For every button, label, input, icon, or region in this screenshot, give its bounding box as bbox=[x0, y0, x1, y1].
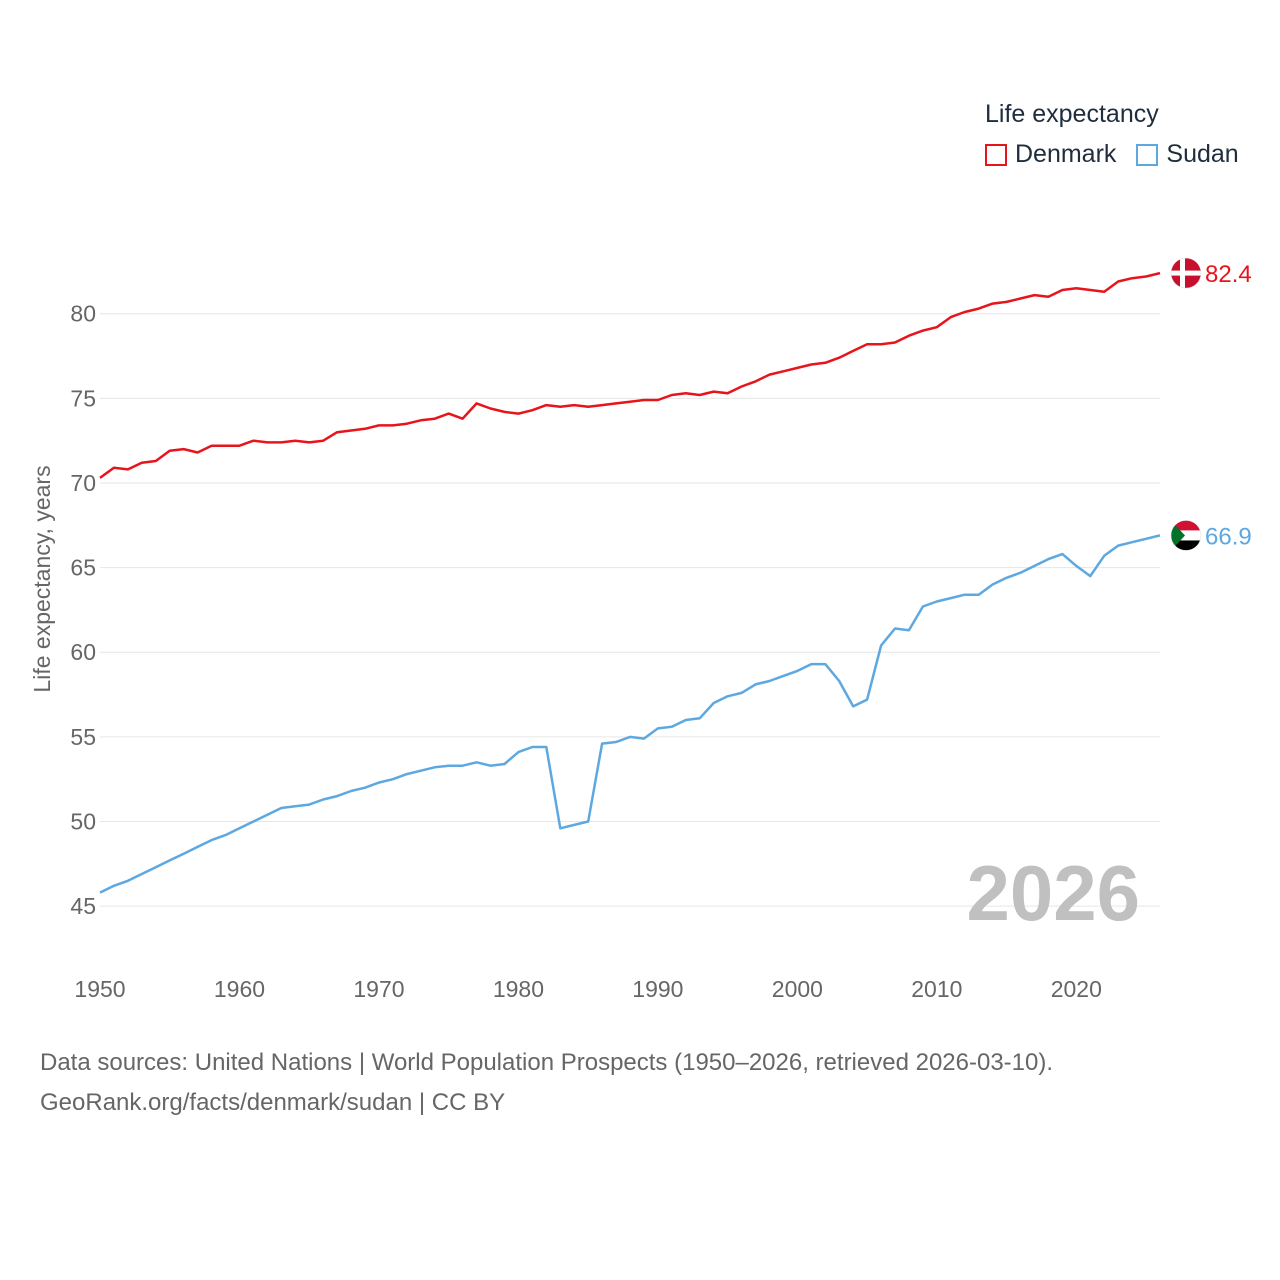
legend-swatch-sudan bbox=[1136, 143, 1159, 166]
y-tick-label: 65 bbox=[70, 555, 96, 581]
sudan-flag-icon bbox=[1170, 520, 1202, 551]
y-axis: 45 50 55 60 65 70 75 80 bbox=[70, 301, 96, 919]
current-year-label: 2026 bbox=[966, 849, 1140, 937]
x-tick-label: 1950 bbox=[74, 976, 125, 1002]
legend-label-sudan: Sudan bbox=[1166, 140, 1239, 168]
y-axis-label: Life expectancy, years bbox=[29, 465, 55, 692]
y-tick-label: 75 bbox=[70, 385, 96, 411]
x-tick-label: 1990 bbox=[632, 976, 683, 1002]
y-tick-label: 60 bbox=[70, 639, 96, 665]
series-end-labels: 82.4 66.9 bbox=[1170, 257, 1252, 551]
x-tick-label: 2010 bbox=[911, 976, 962, 1002]
source-line-2[interactable]: GeoRank.org/facts/denmark/sudan | CC BY bbox=[40, 1089, 506, 1116]
x-tick-label: 2000 bbox=[772, 976, 823, 1002]
x-tick-label: 1980 bbox=[493, 976, 544, 1002]
source-line-1: Data sources: United Nations | World Pop… bbox=[40, 1049, 1054, 1076]
y-tick-label: 80 bbox=[70, 301, 96, 327]
legend-label-denmark: Denmark bbox=[1015, 140, 1117, 168]
legend-swatch-denmark bbox=[985, 143, 1007, 166]
source-note: Data sources: United Nations | World Pop… bbox=[40, 1043, 1053, 1123]
legend-title: Life expectancy bbox=[985, 100, 1159, 128]
legend-item-denmark[interactable]: Denmark bbox=[985, 140, 1116, 169]
x-axis: 1950 1960 1970 1980 1990 2000 2010 2020 bbox=[74, 976, 1101, 1002]
series-line-sudan bbox=[99, 534, 1161, 894]
end-label-denmark: 82.4 bbox=[1205, 261, 1252, 288]
series-lines bbox=[99, 271, 1161, 894]
y-tick-label: 45 bbox=[70, 893, 96, 919]
legend-item-sudan[interactable]: Sudan bbox=[1136, 140, 1239, 169]
series-line-denmark bbox=[99, 271, 1161, 479]
x-tick-label: 2020 bbox=[1051, 976, 1102, 1002]
y-tick-label: 55 bbox=[70, 724, 96, 750]
x-tick-label: 1960 bbox=[214, 976, 265, 1002]
y-tick-label: 70 bbox=[70, 470, 96, 496]
x-tick-label: 1970 bbox=[353, 976, 404, 1002]
y-tick-label: 50 bbox=[70, 809, 96, 835]
end-label-sudan: 66.9 bbox=[1205, 523, 1252, 550]
denmark-flag-icon bbox=[1170, 257, 1202, 289]
legend: Denmark Sudan bbox=[985, 140, 1259, 169]
